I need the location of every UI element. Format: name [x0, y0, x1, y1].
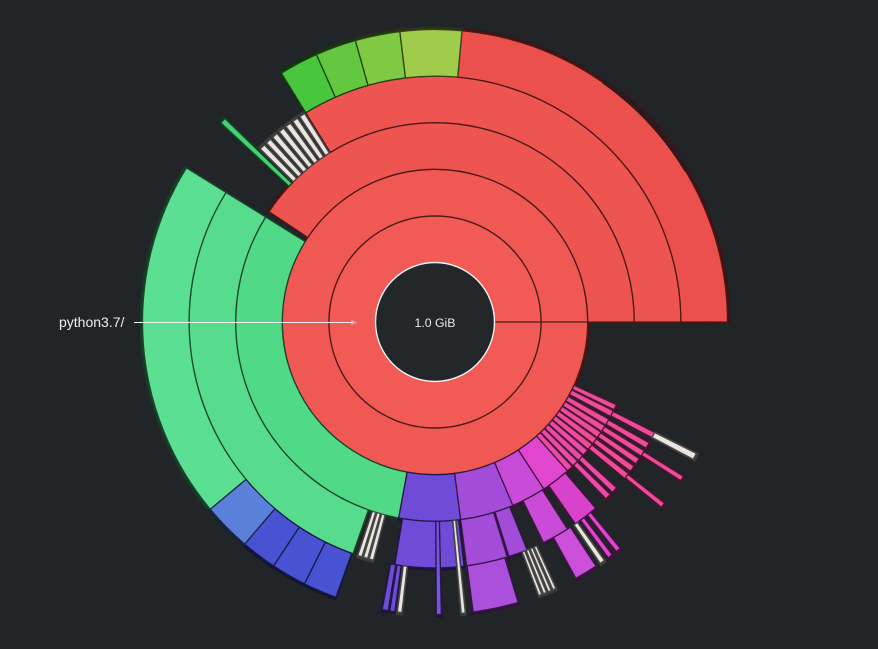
svg-text:1.0 GiB: 1.0 GiB — [414, 316, 455, 330]
svg-text:python3.7/: python3.7/ — [59, 314, 124, 330]
